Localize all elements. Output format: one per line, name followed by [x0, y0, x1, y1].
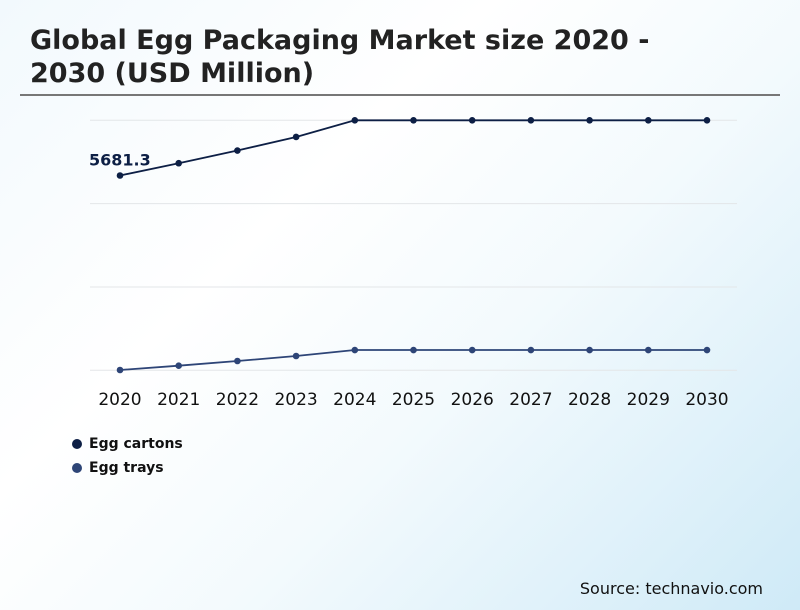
data-point	[645, 346, 652, 354]
data-point	[175, 159, 182, 167]
data-point	[586, 117, 593, 124]
title-divider	[20, 94, 780, 96]
x-tick-label: 2024	[333, 390, 376, 410]
data-point	[703, 117, 711, 124]
data-point	[410, 346, 417, 354]
data-point	[175, 362, 182, 370]
x-tick-label: 2023	[274, 390, 317, 410]
legend-label: Egg trays	[89, 460, 164, 476]
data-point	[351, 346, 359, 354]
data-point	[116, 366, 124, 374]
data-point	[527, 346, 535, 354]
x-tick-label: 2022	[216, 390, 259, 410]
data-point	[645, 117, 652, 124]
data-point	[586, 346, 593, 354]
data-point	[527, 117, 535, 124]
legend-dot	[72, 439, 82, 449]
legend-label: Egg cartons	[89, 436, 183, 452]
x-tick-label: 2021	[157, 390, 200, 410]
x-tick-label: 2028	[568, 390, 611, 410]
data-point	[234, 357, 241, 365]
data-point	[351, 117, 359, 124]
source-note: Source: technavio.com	[579, 579, 763, 598]
x-tick-label: 2026	[451, 390, 494, 410]
data-point	[468, 117, 476, 124]
data-point	[703, 346, 711, 354]
legend-dot	[72, 463, 82, 473]
data-point	[292, 352, 300, 360]
chart-title: Global Egg Packaging Market size 2020 - …	[30, 25, 650, 89]
data-point	[116, 172, 124, 179]
x-tick-label: 2030	[685, 390, 728, 410]
data-label: 5681.3	[89, 150, 151, 169]
legend-item-egg-trays: Egg trays	[72, 460, 164, 476]
data-point	[468, 346, 476, 354]
x-tick-label: 2020	[98, 390, 141, 410]
x-tick-label: 2027	[509, 390, 552, 410]
data-point	[234, 147, 241, 154]
legend-item-egg-cartons: Egg cartons	[72, 436, 183, 452]
series-line-0	[119, 119, 707, 177]
data-point	[292, 133, 300, 141]
x-tick-label: 2029	[627, 390, 670, 410]
x-tick-label: 2025	[392, 390, 435, 410]
data-point	[410, 117, 417, 124]
